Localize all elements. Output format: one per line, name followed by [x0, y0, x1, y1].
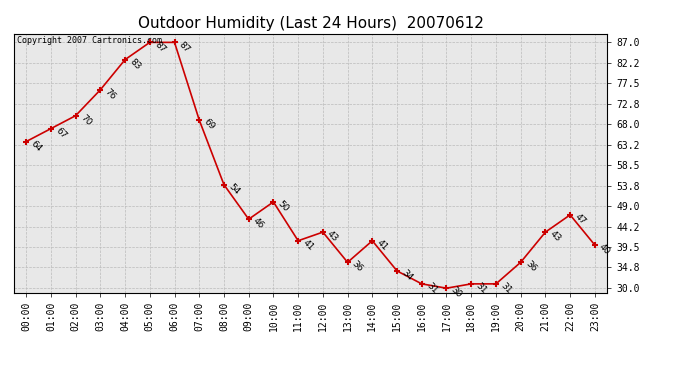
Text: 67: 67: [54, 126, 68, 140]
Text: 70: 70: [79, 113, 93, 128]
Text: 76: 76: [103, 87, 117, 102]
Text: 50: 50: [276, 199, 290, 214]
Title: Outdoor Humidity (Last 24 Hours)  20070612: Outdoor Humidity (Last 24 Hours) 2007061…: [137, 16, 484, 31]
Text: 31: 31: [499, 281, 513, 296]
Text: 47: 47: [573, 212, 587, 226]
Text: 43: 43: [548, 230, 562, 244]
Text: 34: 34: [400, 268, 414, 283]
Text: 64: 64: [29, 139, 43, 153]
Text: 46: 46: [251, 216, 266, 231]
Text: 43: 43: [326, 230, 340, 244]
Text: 31: 31: [424, 281, 439, 296]
Text: Copyright 2007 Cartronics.com: Copyright 2007 Cartronics.com: [17, 36, 161, 45]
Text: 31: 31: [474, 281, 489, 296]
Text: 87: 87: [152, 40, 167, 54]
Text: 87: 87: [177, 40, 192, 54]
Text: 41: 41: [375, 238, 389, 252]
Text: 36: 36: [351, 260, 365, 274]
Text: 83: 83: [128, 57, 142, 71]
Text: 36: 36: [524, 260, 538, 274]
Text: 54: 54: [227, 182, 241, 196]
Text: 69: 69: [202, 117, 217, 132]
Text: 40: 40: [598, 242, 612, 257]
Text: 30: 30: [449, 285, 464, 300]
Text: 41: 41: [301, 238, 315, 252]
